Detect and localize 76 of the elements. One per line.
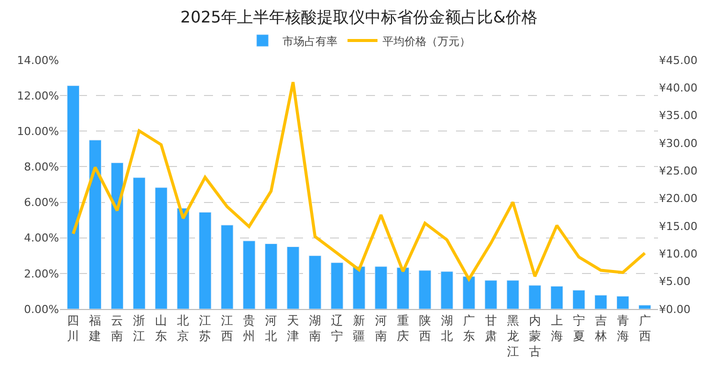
bar	[220, 224, 234, 309]
bar	[352, 266, 366, 309]
x-tick-label: 吉林	[594, 313, 607, 343]
bar	[440, 271, 454, 309]
bar	[176, 208, 190, 309]
x-tick-label: 广东	[462, 313, 475, 343]
x-tick-label: 河南	[374, 313, 387, 343]
x-tick-label: 四川	[67, 313, 80, 343]
y2-tick-label: ¥15.00	[659, 220, 698, 233]
x-tick-label: 宁夏	[572, 313, 585, 343]
bar	[308, 255, 322, 309]
y-tick-label: 2.00%	[24, 267, 59, 280]
x-tick-label: 山东	[155, 313, 168, 343]
y-tick-label: 14.00%	[17, 54, 59, 67]
x-tick-label: 湖北	[440, 313, 453, 343]
line-series	[72, 80, 646, 281]
x-tick-label: 黑龙江	[506, 313, 519, 359]
bar	[66, 85, 80, 309]
y-tick-label: 0.00%	[24, 302, 59, 316]
x-tick-label: 新疆	[353, 313, 365, 343]
bar	[396, 267, 410, 309]
y2-tick-label: ¥0.00	[659, 302, 690, 316]
bar	[198, 212, 212, 309]
x-tick-label: 青海	[616, 313, 629, 343]
x-tick-label: 北京	[177, 313, 190, 343]
bar	[330, 262, 344, 309]
x-tick-label: 天津	[287, 313, 300, 343]
bar	[110, 162, 124, 309]
y2-tick-label: ¥10.00	[659, 248, 698, 261]
x-tick-label: 河北	[265, 313, 278, 343]
y-tick-label: 4.00%	[24, 232, 59, 245]
x-tick-label: 上海	[550, 313, 563, 343]
y2-tick-label: ¥25.00	[659, 164, 698, 178]
y-tick-label: 6.00%	[24, 196, 59, 210]
y2-tick-label: ¥35.00	[659, 109, 698, 122]
x-tick-label: 辽宁	[331, 313, 344, 343]
x-tick-label: 重庆	[396, 313, 409, 343]
bar	[594, 294, 608, 309]
bar	[528, 285, 542, 309]
x-tick-label: 江西	[221, 313, 234, 343]
x-tick-label: 贵州	[243, 313, 256, 343]
y-tick-label: 8.00%	[24, 160, 59, 174]
bar	[638, 304, 652, 309]
x-tick-label: 云南	[111, 313, 124, 343]
bar	[154, 187, 168, 309]
legend-label: 平均价格（万元）	[382, 34, 470, 48]
chart-title: 2025年上半年核酸提取仪中标省份金额占比&价格	[180, 7, 538, 26]
bar	[418, 270, 432, 309]
x-tick-label: 陕西	[418, 313, 431, 343]
bar	[462, 276, 476, 309]
x-tick-label: 甘肃	[484, 313, 497, 343]
x-tick-label: 湖南	[309, 313, 322, 343]
bar	[572, 290, 586, 309]
bar	[264, 243, 278, 309]
bar	[242, 240, 256, 309]
x-tick-label: 广西	[638, 313, 651, 343]
y-tick-label: 12.00%	[17, 89, 59, 102]
y2-tick-label: ¥5.00	[659, 275, 690, 288]
bar	[506, 280, 520, 309]
x-tick-label: 内蒙古	[528, 313, 541, 359]
y2-tick-label: ¥45.00	[659, 54, 698, 67]
bar	[374, 266, 388, 309]
x-tick-label: 浙江	[133, 313, 146, 343]
bar	[550, 286, 564, 309]
bar	[88, 140, 102, 309]
x-tick-label: 江苏	[199, 313, 212, 343]
legend-label: 市场占有率	[282, 34, 338, 48]
y2-tick-label: ¥30.00	[659, 136, 698, 150]
bar	[132, 177, 146, 309]
y2-tick-label: ¥40.00	[659, 82, 698, 95]
y-tick-label: 10.00%	[17, 124, 59, 138]
bar	[484, 280, 498, 309]
bar	[286, 246, 300, 309]
x-tick-label: 福建	[88, 313, 102, 343]
bar	[616, 296, 630, 309]
y2-tick-label: ¥20.00	[659, 192, 698, 206]
